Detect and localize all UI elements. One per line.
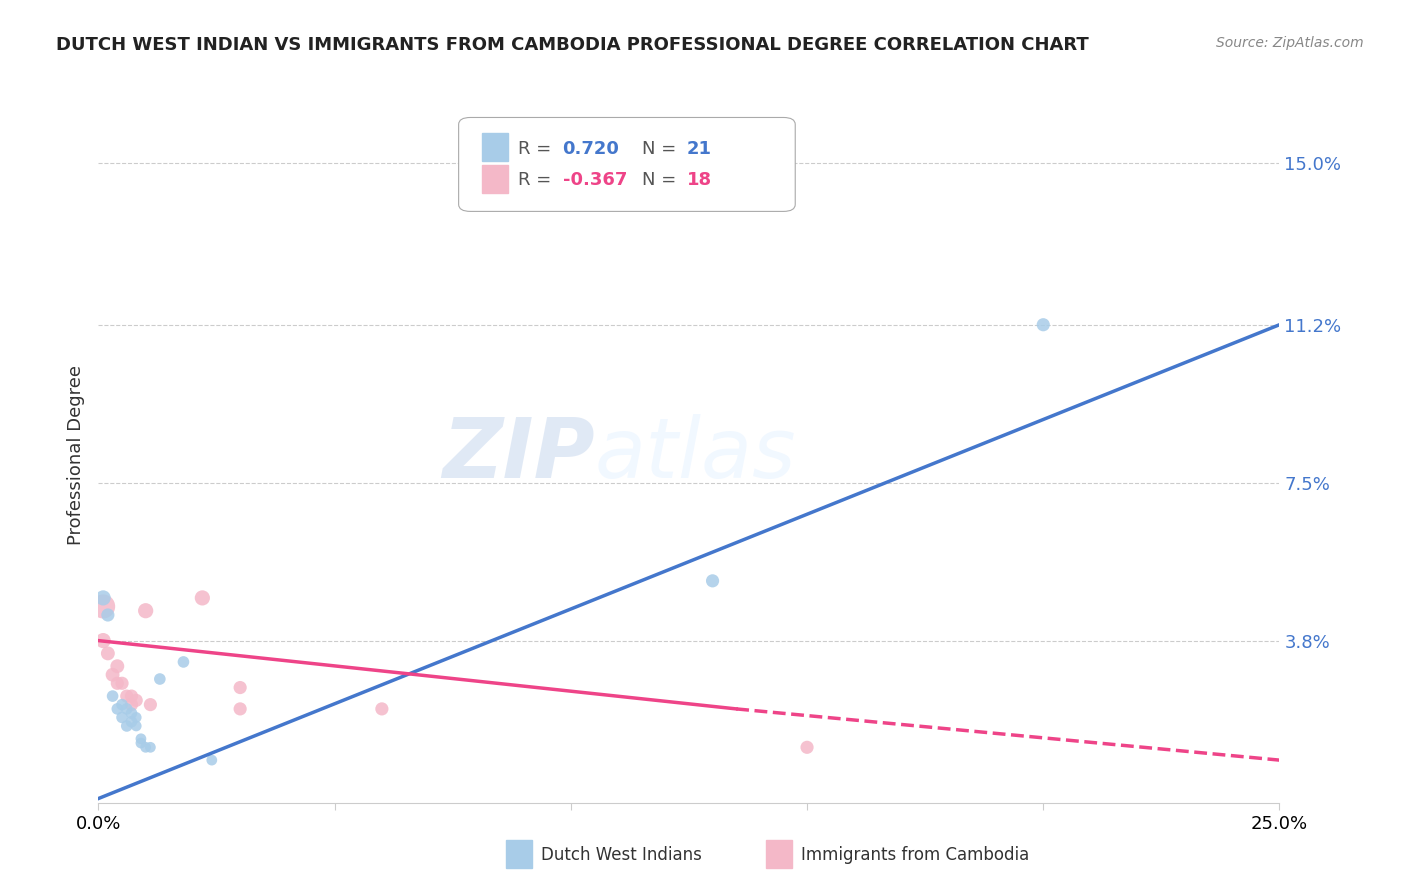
FancyBboxPatch shape: [458, 118, 796, 211]
Point: [229, 702, 252, 716]
Point: [121, 714, 143, 729]
FancyBboxPatch shape: [482, 165, 508, 193]
Text: -0.367: -0.367: [562, 171, 627, 189]
Point: [111, 698, 134, 712]
Point: [111, 676, 134, 690]
Point: [115, 702, 138, 716]
Point: [702, 574, 724, 588]
FancyBboxPatch shape: [506, 839, 531, 868]
Text: N =: N =: [641, 140, 682, 158]
Text: ZIP: ZIP: [441, 415, 595, 495]
Point: [229, 681, 252, 695]
Point: [149, 672, 172, 686]
Point: [101, 689, 124, 703]
Point: [115, 719, 138, 733]
Point: [201, 753, 224, 767]
Text: R =: R =: [517, 140, 557, 158]
Text: 18: 18: [686, 171, 711, 189]
Point: [139, 740, 162, 755]
Text: 0.720: 0.720: [562, 140, 620, 158]
Point: [121, 706, 143, 721]
FancyBboxPatch shape: [482, 134, 508, 161]
Point: [1032, 318, 1054, 332]
Point: [105, 702, 128, 716]
Point: [105, 659, 128, 673]
Text: R =: R =: [517, 171, 557, 189]
Point: [91, 633, 114, 648]
Point: [91, 599, 114, 614]
Point: [97, 647, 120, 661]
Text: Immigrants from Cambodia: Immigrants from Cambodia: [801, 846, 1029, 864]
Point: [191, 591, 214, 605]
Point: [105, 676, 128, 690]
Point: [135, 740, 157, 755]
Point: [796, 740, 818, 755]
Text: Source: ZipAtlas.com: Source: ZipAtlas.com: [1216, 36, 1364, 50]
Point: [135, 604, 157, 618]
Point: [129, 736, 152, 750]
Point: [129, 731, 152, 746]
Point: [125, 693, 148, 707]
Text: DUTCH WEST INDIAN VS IMMIGRANTS FROM CAMBODIA PROFESSIONAL DEGREE CORRELATION CH: DUTCH WEST INDIAN VS IMMIGRANTS FROM CAM…: [56, 36, 1090, 54]
Point: [139, 698, 162, 712]
Point: [97, 607, 120, 622]
Point: [125, 710, 148, 724]
Point: [101, 667, 124, 681]
Point: [371, 702, 394, 716]
Point: [115, 689, 138, 703]
Point: [125, 719, 148, 733]
Y-axis label: Professional Degree: Professional Degree: [66, 365, 84, 545]
Point: [121, 689, 143, 703]
Point: [121, 698, 143, 712]
Point: [91, 591, 114, 605]
Point: [172, 655, 194, 669]
Point: [111, 710, 134, 724]
Text: N =: N =: [641, 171, 682, 189]
Text: 21: 21: [686, 140, 711, 158]
FancyBboxPatch shape: [766, 839, 792, 868]
Text: Dutch West Indians: Dutch West Indians: [541, 846, 702, 864]
Text: atlas: atlas: [595, 415, 796, 495]
